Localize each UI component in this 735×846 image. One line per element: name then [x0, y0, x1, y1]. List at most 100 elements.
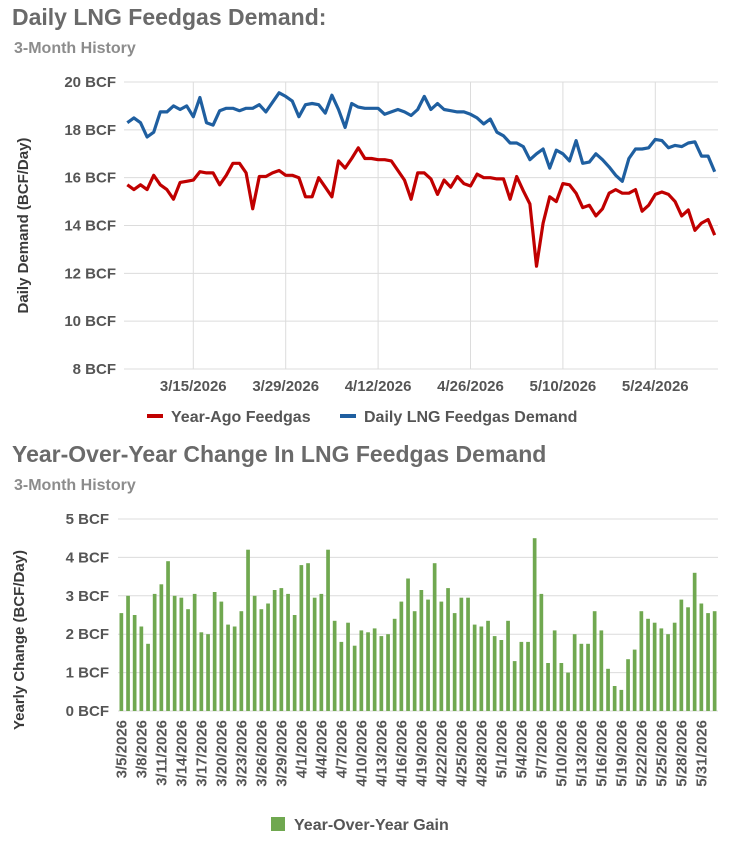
bar	[619, 689, 624, 711]
y-tick-label: 3 BCF	[66, 588, 109, 605]
bar	[392, 618, 397, 711]
x-tick-label: 5/25/2026	[653, 720, 670, 787]
chart-subtitle-yoy: 3-Month History	[14, 477, 136, 494]
bar	[499, 640, 504, 711]
x-tick-label: 4/26/2026	[437, 378, 504, 395]
x-tick-label: 4/13/2026	[373, 720, 390, 787]
bar	[572, 634, 577, 711]
bar	[146, 643, 150, 711]
bar	[612, 686, 617, 711]
bar	[192, 593, 197, 711]
bar	[606, 668, 610, 711]
x-tick-label: 3/5/2026	[113, 720, 130, 778]
bar	[712, 611, 717, 711]
chart-title-demand: Daily LNG Feedgas Demand:	[12, 4, 327, 30]
bar	[592, 611, 597, 711]
x-tick-label: 3/26/2026	[253, 720, 270, 787]
bar	[532, 538, 537, 711]
y-tick-label: 20 BCF	[64, 74, 116, 91]
x-tick-label: 5/10/2026	[553, 720, 570, 787]
bar	[559, 663, 564, 711]
bar	[379, 636, 384, 711]
bar	[272, 590, 277, 711]
legend-swatch	[271, 817, 285, 831]
bar	[239, 611, 244, 711]
x-tick-label: 3/14/2026	[173, 720, 190, 787]
x-tick-label: 5/28/2026	[673, 720, 690, 787]
bar	[152, 593, 157, 711]
bar	[652, 622, 657, 711]
x-tick-label: 5/22/2026	[633, 720, 650, 787]
bar	[332, 620, 337, 711]
x-tick-label: 4/12/2026	[345, 378, 412, 395]
bar	[579, 643, 584, 711]
x-tick-label: 4/19/2026	[413, 720, 430, 787]
x-tick-label: 3/15/2026	[160, 378, 227, 395]
bar	[386, 634, 390, 711]
x-tick-label: 3/23/2026	[233, 720, 250, 787]
bar	[312, 597, 317, 711]
legend-label: Year-Ago Feedgas	[171, 409, 311, 426]
series-line-year-ago	[126, 146, 717, 268]
bar	[486, 620, 490, 711]
bar	[646, 618, 650, 711]
bar	[259, 609, 264, 711]
bar	[679, 599, 684, 711]
bar	[372, 628, 377, 711]
x-tick-label: 3/29/2026	[273, 720, 290, 787]
bar	[552, 630, 557, 711]
y-tick-label: 0 BCF	[66, 703, 109, 720]
bar	[279, 588, 284, 711]
bar	[286, 593, 290, 711]
x-tick-label: 5/13/2026	[573, 720, 590, 787]
bar	[599, 630, 604, 711]
bar	[399, 601, 404, 711]
y-axis-label: Yearly Change (BCF/Day)	[11, 550, 28, 730]
y-tick-label: 1 BCF	[66, 665, 109, 682]
y-tick-label: 14 BCF	[64, 218, 116, 235]
bar	[672, 622, 677, 711]
bar	[159, 584, 164, 711]
y-tick-label: 18 BCF	[64, 122, 116, 139]
y-axis-label: Daily Demand (BCF/Day)	[15, 138, 32, 314]
bar	[706, 613, 710, 711]
bar	[132, 615, 137, 711]
bar	[472, 624, 477, 711]
bar	[639, 611, 644, 711]
bar	[526, 641, 530, 711]
x-tick-label: 4/16/2026	[393, 720, 410, 787]
x-tick-label: 5/1/2026	[493, 720, 510, 778]
x-tick-label: 5/31/2026	[693, 720, 710, 787]
x-tick-label: 3/17/2026	[193, 720, 210, 787]
bar	[226, 624, 230, 711]
x-tick-label: 4/1/2026	[293, 720, 310, 778]
bar	[446, 588, 450, 711]
bar	[512, 661, 517, 711]
bar	[426, 599, 430, 711]
bar	[206, 634, 210, 711]
bar	[666, 634, 670, 711]
bar	[492, 636, 497, 711]
chart-title-yoy: Year-Over-Year Change In LNG Feedgas Dem…	[12, 441, 547, 467]
x-tick-label: 3/20/2026	[213, 720, 230, 787]
y-tick-label: 4 BCF	[66, 549, 109, 566]
legend-label: Year-Over-Year Gain	[294, 817, 449, 834]
bar	[566, 672, 570, 711]
legend-label: Daily LNG Feedgas Demand	[364, 409, 577, 426]
bar	[539, 593, 544, 711]
bar	[452, 613, 457, 711]
bar	[172, 595, 177, 711]
bar	[306, 563, 310, 711]
bar	[459, 597, 464, 711]
bar	[692, 572, 697, 711]
x-tick-label: 3/11/2026	[153, 720, 170, 786]
x-tick-label: 4/28/2026	[473, 720, 490, 787]
x-tick-label: 5/16/2026	[593, 720, 610, 787]
bar	[212, 592, 217, 711]
bar	[352, 645, 357, 711]
bar	[632, 649, 637, 711]
bar	[326, 549, 330, 711]
x-tick-label: 5/4/2026	[513, 720, 530, 778]
bar	[506, 620, 510, 711]
x-tick-label: 3/8/2026	[133, 720, 150, 778]
